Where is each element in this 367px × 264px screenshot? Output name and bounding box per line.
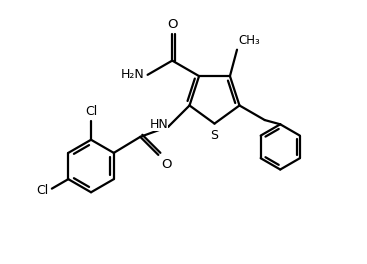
Text: Cl: Cl — [85, 105, 97, 118]
Text: CH₃: CH₃ — [239, 34, 261, 47]
Text: Cl: Cl — [37, 184, 49, 197]
Text: HN: HN — [150, 118, 168, 131]
Text: H₂N: H₂N — [121, 68, 145, 81]
Text: O: O — [161, 158, 172, 171]
Text: O: O — [167, 18, 178, 31]
Text: S: S — [211, 129, 218, 142]
